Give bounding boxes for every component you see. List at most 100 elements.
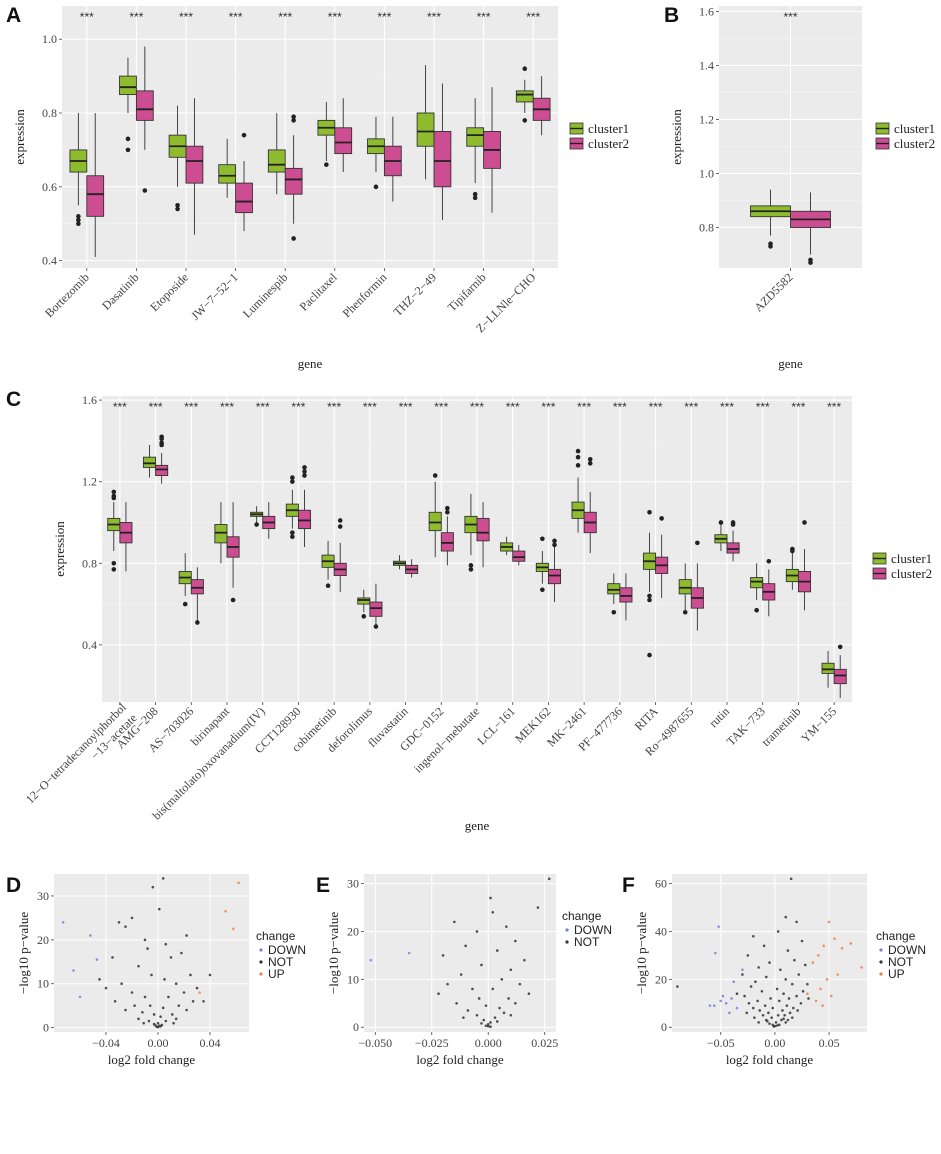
legend-label: UP <box>888 967 905 981</box>
point-down <box>732 980 736 984</box>
y-tick-label: 20 <box>655 972 667 986</box>
point-not <box>466 1009 470 1012</box>
outlier-point <box>76 214 81 219</box>
outlier-point <box>472 191 478 197</box>
point-not <box>480 1022 483 1025</box>
x-tick-label: Bortezomib <box>42 270 92 320</box>
point-up <box>816 954 820 957</box>
point-not <box>757 966 760 969</box>
significance-label: *** <box>434 400 448 414</box>
point-not <box>453 920 456 924</box>
point-not <box>761 1013 765 1017</box>
point-not <box>784 978 788 981</box>
outlier-point <box>647 509 652 515</box>
legend-label: cluster1 <box>891 551 932 566</box>
x-tick-label: rutin <box>706 704 732 730</box>
x-tick-label: 0.05 <box>819 1036 840 1050</box>
legend-swatch <box>879 972 883 976</box>
x-tick-label: YM−155 <box>798 704 839 745</box>
y-tick-label: 1.2 <box>82 475 97 489</box>
point-not <box>786 949 790 952</box>
plot-background <box>672 874 867 1032</box>
x-tick-label: ingenol−mebutate <box>411 704 482 775</box>
box-cluster1 <box>515 90 534 103</box>
y-tick-label: 1.2 <box>699 112 714 126</box>
point-not <box>167 995 170 999</box>
significance-label: *** <box>229 10 243 24</box>
significance-label: *** <box>399 400 413 414</box>
legend-label: cluster2 <box>894 136 935 151</box>
point-up <box>829 994 833 998</box>
significance-label: *** <box>363 400 377 414</box>
outlier-point <box>808 260 813 265</box>
point-not <box>779 968 782 972</box>
x-tick-label: 0.025 <box>531 1036 558 1050</box>
significance-label: *** <box>827 400 841 414</box>
point-not <box>500 978 504 981</box>
x-axis-title: log2 fold change <box>726 1052 814 1067</box>
point-down <box>728 1011 731 1015</box>
point-not <box>130 916 134 920</box>
point-not <box>799 1001 803 1005</box>
point-not <box>749 985 753 988</box>
point-not <box>795 994 798 998</box>
legend-title: change <box>562 909 602 923</box>
x-tick-label-line: AZD5582 <box>751 270 795 314</box>
point-down <box>369 958 373 962</box>
point-down <box>72 969 75 972</box>
point-not <box>137 964 140 968</box>
x-tick-label: RITA <box>632 704 661 733</box>
legend-label: NOT <box>268 955 294 969</box>
point-not <box>159 1015 162 1018</box>
box-cluster2 <box>235 182 253 214</box>
legend-swatch <box>565 928 569 932</box>
point-not <box>163 978 166 981</box>
point-down <box>721 994 725 998</box>
point-not <box>795 920 798 924</box>
point-not <box>757 1021 760 1024</box>
box-cluster1 <box>607 583 621 595</box>
point-not <box>770 1016 773 1019</box>
box-cluster2 <box>297 509 312 530</box>
box-cluster2 <box>369 601 383 617</box>
point-not <box>169 956 173 959</box>
x-tick-label: Etoposide <box>147 270 191 314</box>
panel-label: E <box>316 874 330 897</box>
legend-label: cluster1 <box>894 121 935 136</box>
outlier-point <box>125 147 131 153</box>
point-not <box>202 999 205 1003</box>
legend-title: change <box>256 929 296 943</box>
point-not <box>801 990 805 993</box>
legend-label: NOT <box>888 955 914 969</box>
point-not <box>772 1025 776 1028</box>
x-tick-label-line: Bortezomib <box>42 270 92 320</box>
panel-F: F 0 20 40 60 −0.05 0.00 0.05 −log10 p−value log2 … <box>622 874 926 1067</box>
box-cluster1 <box>119 75 137 96</box>
box-cluster1 <box>357 597 371 605</box>
y-axis-title: expression <box>52 521 67 577</box>
x-tick-label: 12−O−tetradecanoylphorbol−13−acetate <box>23 700 140 817</box>
y-tick-label: 20 <box>37 933 49 947</box>
x-tick-label: THZ−2−49 <box>390 270 439 319</box>
point-down <box>714 951 717 955</box>
point-up <box>819 987 822 991</box>
box-cluster2 <box>86 175 105 217</box>
point-not <box>743 994 746 998</box>
point-not <box>98 978 101 981</box>
point-up <box>198 991 201 994</box>
significance-label: *** <box>220 400 234 414</box>
y-tick-label: 10 <box>347 972 359 986</box>
outlier-point <box>540 536 545 542</box>
y-tick-label: 30 <box>347 877 359 891</box>
point-not <box>156 1025 160 1029</box>
significance-label: *** <box>129 10 143 24</box>
box-cluster2 <box>547 568 562 585</box>
significance-label: *** <box>184 400 198 414</box>
legend-label: DOWN <box>888 943 926 957</box>
y-tick-label: 0.4 <box>82 638 97 652</box>
box-cluster1 <box>416 112 435 147</box>
point-not <box>437 992 440 995</box>
box-cluster1 <box>267 149 286 173</box>
significance-label: *** <box>278 10 292 24</box>
point-not <box>477 997 481 1000</box>
